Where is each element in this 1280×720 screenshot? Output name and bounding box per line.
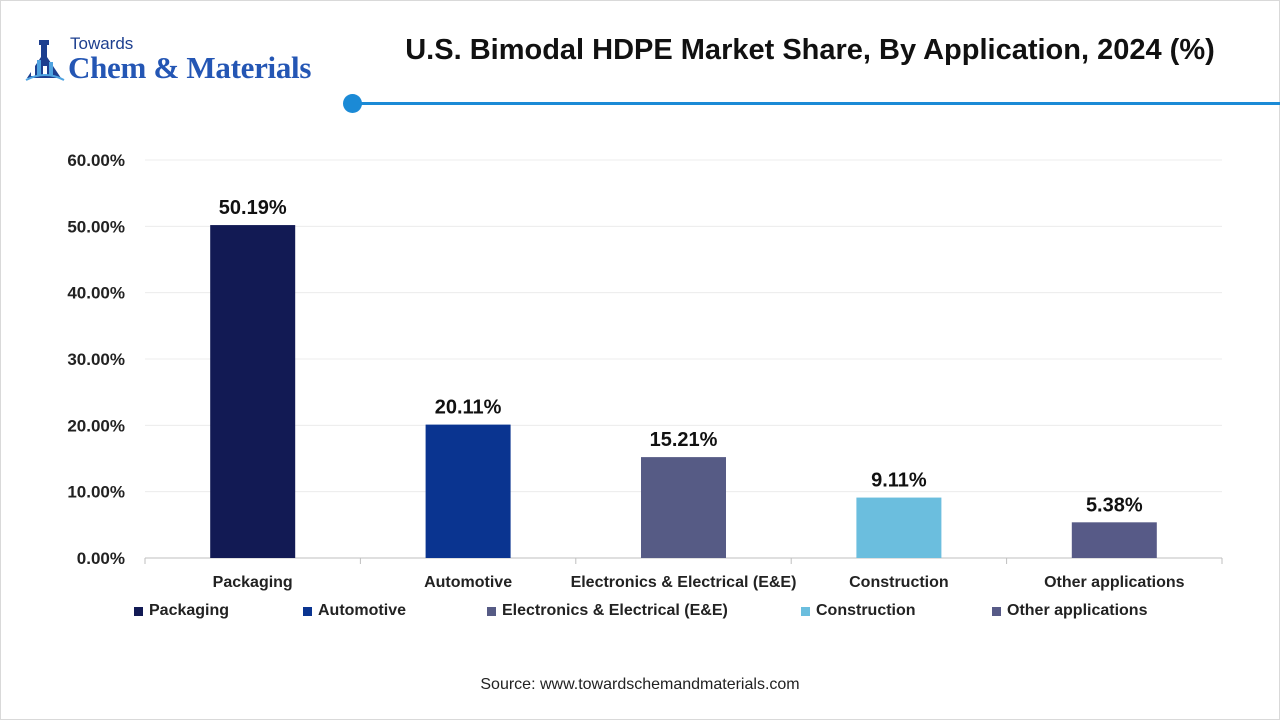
- legend: Packaging Automotive Electronics & Electri…: [0, 602, 1280, 626]
- y-tick-label: 10.00%: [67, 483, 125, 502]
- data-label: 5.38%: [1086, 494, 1143, 516]
- logo-top-text: Towards: [70, 34, 134, 53]
- data-label: 15.21%: [650, 429, 718, 451]
- title-rule-dot: [343, 94, 362, 113]
- x-tick-label: Other applications: [1044, 574, 1185, 591]
- legend-label: Other applications: [1007, 602, 1148, 619]
- legend-item: Electronics & Electrical (E&E): [487, 602, 728, 620]
- y-tick-label: 20.00%: [67, 416, 125, 435]
- chart-title: U.S. Bimodal HDPE Market Share, By Appli…: [405, 34, 1215, 66]
- y-tick-label: 40.00%: [67, 284, 125, 303]
- data-label: 20.11%: [435, 397, 502, 419]
- logo-brand-text: Chem & Materials: [68, 50, 312, 85]
- legend-item: Automotive: [303, 602, 406, 620]
- y-tick-label: 30.00%: [67, 350, 125, 369]
- title-rule: [360, 102, 1280, 105]
- legend-swatch: [487, 606, 496, 616]
- data-label: 50.19%: [219, 197, 287, 219]
- legend-label: Construction: [816, 602, 916, 619]
- legend-swatch: [303, 606, 312, 616]
- legend-swatch: [801, 606, 810, 616]
- legend-item: Construction: [801, 602, 916, 620]
- bar-4: [856, 497, 942, 558]
- bar-1: [210, 225, 296, 558]
- data-label: 9.11%: [871, 470, 927, 492]
- legend-item: Packaging: [134, 602, 229, 620]
- legend-item: Other applications: [992, 602, 1147, 620]
- y-tick-label: 60.00%: [67, 151, 125, 170]
- legend-swatch: [134, 606, 143, 616]
- flask-logo-icon: [25, 40, 65, 81]
- x-tick-label: Automotive: [424, 574, 512, 591]
- bar-5: [1071, 522, 1157, 558]
- bar-chart: 0.00% 10.00% 20.00% 30.00% 40.00% 50.00% 60.00…: [67, 151, 1223, 591]
- y-tick-label: 0.00%: [77, 549, 125, 568]
- legend-label: Electronics & Electrical (E&E): [502, 602, 728, 619]
- legend-label: Packaging: [149, 602, 230, 619]
- bar-2: [425, 424, 511, 558]
- legend-label: Automotive: [318, 602, 406, 619]
- y-tick-label: 50.00%: [67, 217, 125, 236]
- logo: Towards Chem & Materials: [22, 34, 342, 88]
- x-tick-label: Packaging: [213, 574, 293, 591]
- legend-swatch: [992, 606, 1001, 616]
- bar-3: [641, 457, 726, 558]
- x-tick-label: Construction: [849, 574, 949, 591]
- source-note: Source: www.towardschemandmaterials.com: [480, 676, 800, 693]
- x-tick-label: Electronics & Electrical (E&E): [571, 574, 797, 591]
